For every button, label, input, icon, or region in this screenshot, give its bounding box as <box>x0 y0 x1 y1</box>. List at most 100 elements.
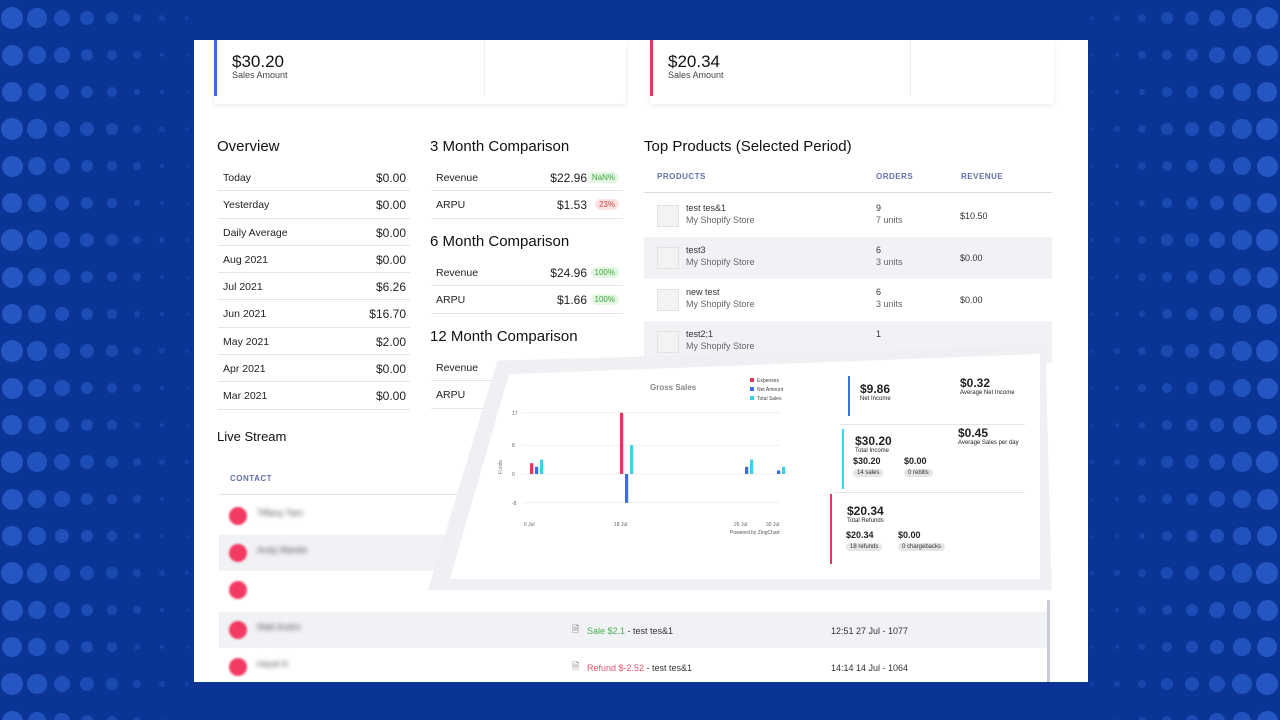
background-dot <box>106 678 118 690</box>
background-dot <box>27 563 47 583</box>
background-dot <box>185 534 189 538</box>
gross-sales-chart[interactable]: Gross Sales Expenses Net Amount Total Sale… <box>450 354 800 579</box>
background-dot <box>27 674 47 694</box>
background-dot <box>81 530 93 542</box>
background-dot <box>185 238 189 242</box>
background-dot <box>1090 16 1094 20</box>
stream-event[interactable]: Sale $2.1 - test tes&1 <box>587 626 673 636</box>
background-dot <box>27 341 47 361</box>
background-dot <box>185 460 189 464</box>
stream-event[interactable]: Refund $-2.52 - test tes&1 <box>587 663 692 673</box>
scrollbar[interactable] <box>1047 600 1050 682</box>
background-dot <box>1208 564 1226 582</box>
overview-title: Overview <box>217 138 280 155</box>
background-dot <box>1257 526 1277 546</box>
bar-expenses[interactable] <box>530 463 534 474</box>
contact-column-header: CONTACT <box>230 474 273 483</box>
background-dot <box>1 599 23 621</box>
product-row[interactable]: new test My Shopify Store 6 3 units $0.0… <box>644 279 1052 321</box>
bar-net-amount[interactable] <box>535 466 539 474</box>
background-dot <box>1232 230 1252 250</box>
background-dot <box>1209 158 1225 174</box>
bar-total-sales[interactable] <box>750 459 754 474</box>
row-label: Today <box>223 172 252 184</box>
row-value: $22.96 <box>550 171 587 185</box>
background-pattern-left <box>0 0 200 720</box>
event-kind: Sale $2.1 <box>587 626 626 636</box>
background-dot <box>80 603 94 617</box>
background-dot <box>1090 571 1094 575</box>
background-dot <box>159 718 165 720</box>
event-product: - test tes&1 <box>625 626 674 636</box>
background-dot <box>81 86 93 98</box>
stream-row[interactable]: Hazel K 🗎 Refund $-2.52 - test tes&1 14:… <box>219 649 1049 682</box>
comparison-12m-title: 12 Month Comparison <box>430 328 578 345</box>
product-row[interactable]: test tes&1 My Shopify Store 9 7 units $1… <box>644 195 1052 237</box>
background-dot <box>1090 127 1094 131</box>
background-dot <box>159 681 165 687</box>
background-dot <box>185 682 189 686</box>
product-thumbnail <box>657 205 679 227</box>
background-dot <box>27 45 47 65</box>
avg-sales-day-value: $0.45 <box>958 426 989 440</box>
background-dot <box>1161 12 1173 24</box>
document-icon: 🗎 <box>572 624 580 634</box>
product-store: My Shopify Store <box>686 215 755 225</box>
background-dot <box>132 346 142 356</box>
stream-row[interactable] <box>219 572 1049 608</box>
total-income-value: $30.20 <box>855 434 892 448</box>
row-label: Revenue <box>436 267 479 279</box>
background-dot <box>1232 119 1252 139</box>
background-dot <box>1208 231 1226 249</box>
product-thumbnail <box>657 331 679 353</box>
bar-expenses[interactable] <box>620 412 624 474</box>
background-dot <box>1090 645 1094 649</box>
y-tick-label: 17 <box>512 411 518 417</box>
background-dot <box>81 641 93 653</box>
background-dot <box>1256 44 1278 66</box>
background-dot <box>80 270 94 284</box>
refunds-count-pill: 18 refunds <box>846 543 883 551</box>
row-label: Yesterday <box>223 199 270 212</box>
background-dot <box>160 423 164 427</box>
background-dot <box>1233 305 1251 323</box>
bar-total-sales[interactable] <box>540 459 544 474</box>
background-dot <box>1161 345 1173 357</box>
background-dot <box>1161 382 1173 394</box>
stream-row[interactable]: Matt Andre 🗎 Sale $2.1 - test tes&1 12:5… <box>219 612 1049 648</box>
product-row[interactable]: test3 My Shopify Store 6 3 units $0.00 <box>644 237 1052 279</box>
background-dot <box>1185 48 1199 62</box>
background-dot <box>53 120 71 138</box>
background-dot <box>133 643 141 651</box>
stream-row[interactable]: Tiffany Tam <box>219 498 1049 534</box>
background-dot <box>1090 164 1094 168</box>
row-label: Apr 2021 <box>223 363 266 376</box>
bar-net-amount[interactable] <box>777 470 781 474</box>
row-label: May 2021 <box>223 335 270 348</box>
background-dot <box>1162 198 1172 208</box>
bar-total-sales[interactable] <box>630 445 634 474</box>
overview-row: Aug 2021 $0.00 <box>218 246 410 274</box>
kpi-accent-bar <box>214 40 217 96</box>
event-time: 14:14 14 Jul - 1064 <box>831 663 909 673</box>
product-orders: 6 <box>876 287 882 297</box>
background-dot <box>1162 87 1172 97</box>
background-dot <box>80 159 94 173</box>
background-dot <box>1161 49 1173 61</box>
top-products-title: Top Products (Selected Period) <box>644 138 852 155</box>
product-units: 3 units <box>876 257 903 267</box>
background-dot <box>1208 9 1226 27</box>
background-dot <box>1256 340 1278 362</box>
products-column-header: PRODUCTS <box>657 172 706 181</box>
background-dot <box>106 234 118 246</box>
bar-total-sales[interactable] <box>782 466 786 474</box>
background-dot <box>1232 563 1252 583</box>
bar-net-amount[interactable] <box>625 474 629 503</box>
background-dot <box>1138 51 1146 59</box>
bar-net-amount[interactable] <box>745 466 749 474</box>
background-dot <box>1257 415 1277 435</box>
background-dot <box>159 459 165 465</box>
product-units: 3 units <box>876 299 903 309</box>
background-dot <box>1 377 23 399</box>
background-dot <box>1256 599 1278 621</box>
